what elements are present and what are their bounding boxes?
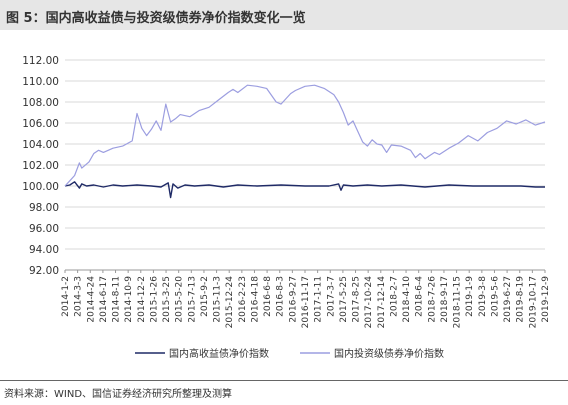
x-tick-label: 2018-6-4: [415, 276, 425, 317]
figure-title: 图 5：国内高收益债与投资级债券净价指数变化一览: [6, 11, 306, 26]
y-tick-label: 96.00: [29, 223, 59, 235]
x-tick-label: 2014-6-17: [99, 276, 109, 323]
y-tick-label: 92.00: [29, 265, 59, 277]
axes: [64, 269, 546, 273]
x-tick-label: 2014-8-11: [112, 276, 122, 323]
y-tick-label: 94.00: [29, 244, 59, 256]
x-tick-label: 2018-7-26: [427, 276, 437, 323]
x-tick-label: 2016-9-27: [288, 276, 298, 323]
x-tick-label: 2015-12-24: [225, 276, 235, 329]
x-tick-label: 2015-11-3: [213, 276, 223, 323]
x-tick-label: 2017-5-25: [339, 276, 349, 323]
y-tick-label: 100.00: [22, 181, 59, 193]
grid-lines: [65, 59, 545, 271]
x-tick-label: 2017-10-24: [364, 276, 374, 329]
x-tick-label: 2016-11-17: [301, 276, 311, 328]
x-tick-label: 2015-3-25: [162, 276, 172, 323]
x-tick-label: 2014-1-2: [61, 276, 71, 317]
y-axis-tick-labels: 92.00 94.00 96.00 98.00 100.00 102.00 104.00 10…: [22, 55, 59, 277]
y-tick-label: 102.00: [22, 160, 59, 172]
x-tick-label: 2019-3-8: [478, 276, 488, 317]
x-tick-label: 2017-8-25: [352, 276, 362, 323]
x-tick-label: 2016-6-8: [263, 276, 273, 317]
x-tick-label: 2015-7-13: [187, 276, 197, 323]
x-tick-label: 2018-2-7: [389, 276, 399, 317]
x-tick-label: 2014-3-3: [74, 276, 84, 317]
x-tick-label: 2019-10-17: [528, 276, 538, 328]
series-line-1: [64, 84, 546, 187]
x-tick-label: 2018-11-15: [453, 276, 463, 328]
x-tick-label: 2016-2-23: [238, 276, 248, 323]
x-tick-label: 2019-1-9: [465, 276, 475, 317]
x-axis-tick-labels: 2014-1-2 2014-3-3 2014-4-24 2014-6-17 2014-8…: [61, 276, 551, 329]
series-lines: [64, 84, 546, 199]
y-tick-label: 108.00: [22, 97, 59, 109]
x-tick-label: 2014-12-2: [137, 276, 147, 323]
title-bar: 图 5：国内高收益债与投资级债券净价指数变化一览: [0, 0, 568, 30]
legend-label-0: 国内高收益债净价指数: [169, 347, 269, 360]
y-tick-label: 106.00: [22, 118, 59, 130]
x-tick-label: 2015-9-2: [200, 276, 210, 317]
source-divider: [0, 380, 568, 381]
x-tick-label: 2017-1-11: [314, 276, 324, 323]
y-tick-label: 104.00: [22, 139, 59, 151]
x-tick-label: 2017-3-7: [326, 276, 336, 317]
x-tick-label: 2019-8-19: [516, 276, 526, 323]
x-tick-label: 2016-4-18: [250, 276, 260, 323]
x-tick-label: 2018-4-10: [402, 276, 412, 323]
x-tick-label: 2019-6-27: [503, 276, 513, 323]
legend-label-1: 国内投资级债券净价指数: [334, 347, 444, 360]
line-chart: 92.00 94.00 96.00 98.00 100.00 102.00 104.00 10…: [22, 55, 551, 360]
y-tick-label: 98.00: [29, 202, 59, 214]
source-note: 资料来源：WIND、国信证券经济研究所整理及测算: [4, 389, 233, 400]
legend: 国内高收益债净价指数 国内投资级债券净价指数: [135, 347, 444, 360]
x-tick-label: 2016-8-3: [276, 276, 286, 317]
x-tick-label: 2014-10-9: [124, 276, 134, 323]
y-tick-label: 110.00: [22, 76, 59, 88]
x-tick-label: 2015-5-20: [175, 276, 185, 323]
series-line-0: [64, 181, 545, 199]
x-tick-label: 2019-5-6: [490, 276, 500, 317]
x-tick-label: 2018-9-17: [440, 276, 450, 323]
x-tick-label: 2014-4-24: [86, 276, 96, 323]
x-tick-label: 2019-12-9: [541, 276, 551, 323]
y-tick-label: 112.00: [22, 55, 59, 67]
x-tick-label: 2015-1-26: [149, 276, 159, 323]
x-tick-label: 2017-12-14: [377, 276, 387, 329]
